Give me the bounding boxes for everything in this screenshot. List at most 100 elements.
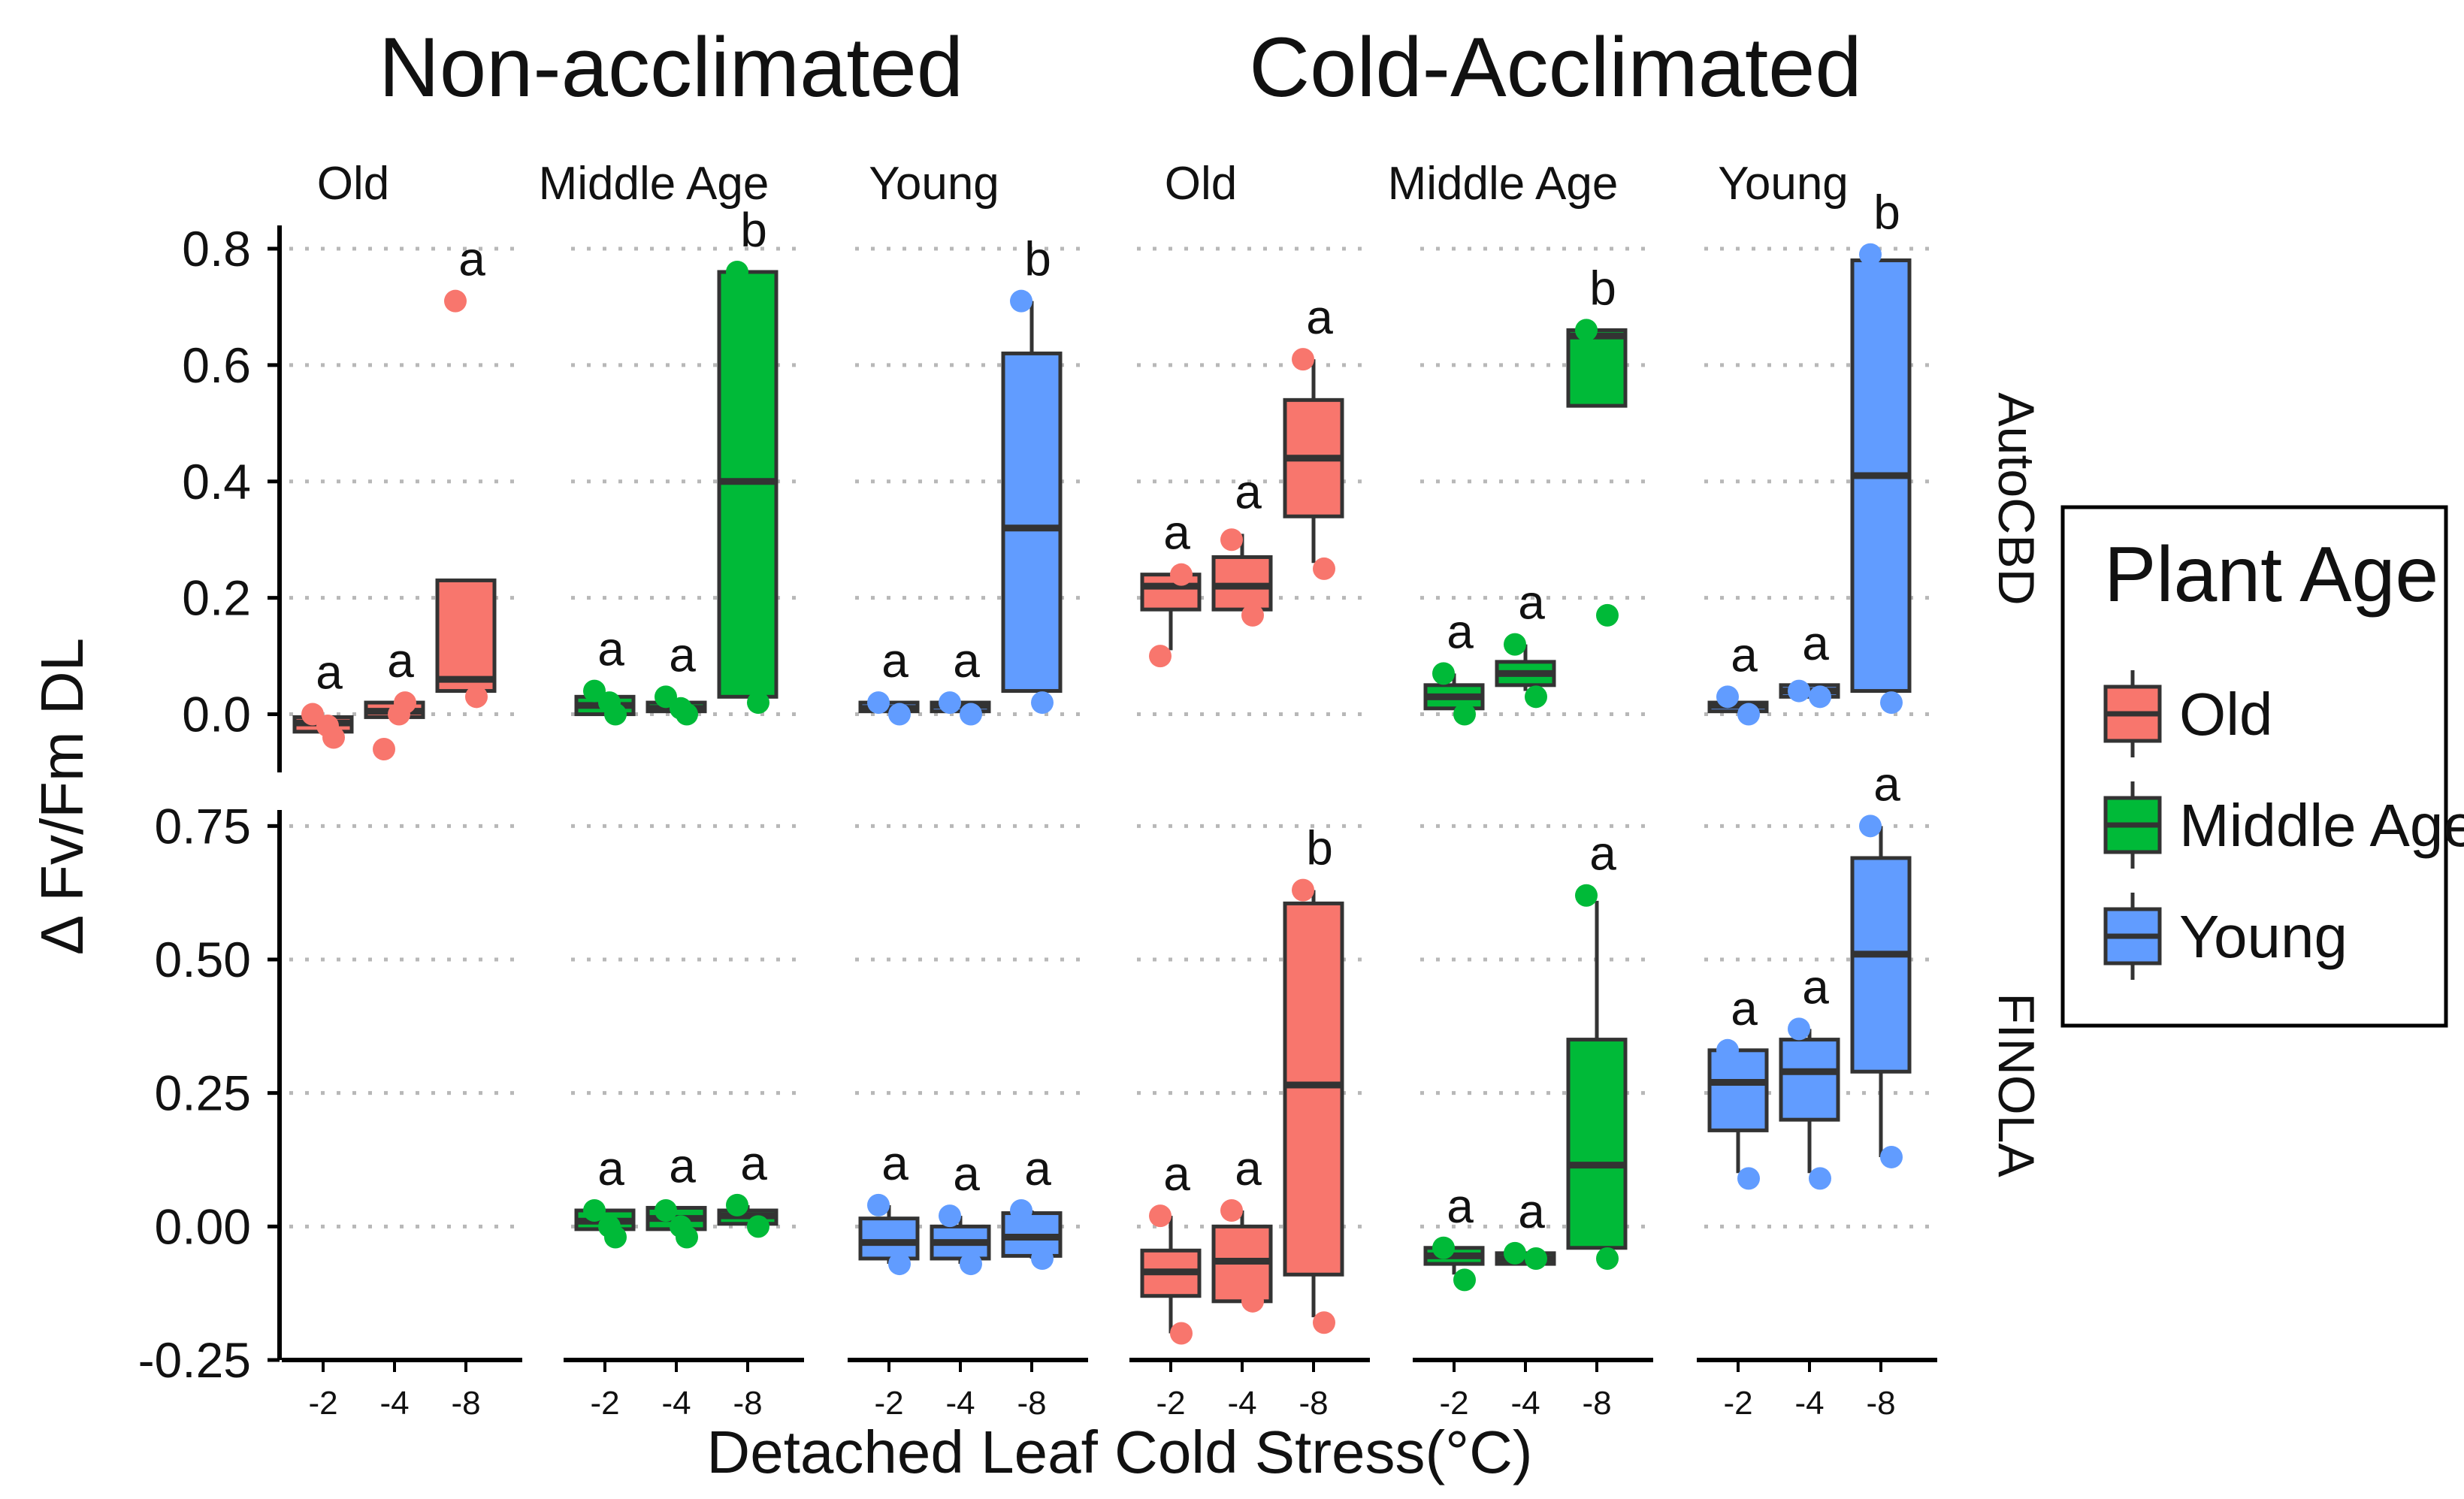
legend: Plant Age Old Middle Age Young xyxy=(2060,505,2464,1028)
y-tick-label: 0.50 xyxy=(155,932,251,987)
facet-strip-old-0: Old xyxy=(317,158,389,210)
data-point xyxy=(1788,1017,1810,1041)
data-point xyxy=(939,1204,961,1228)
title-non-acclimated: Non-acclimated xyxy=(379,20,963,114)
data-point xyxy=(1737,703,1760,726)
data-point xyxy=(960,703,982,726)
x-tick-label: -2 xyxy=(874,1385,903,1422)
x-tick-label: -2 xyxy=(308,1385,337,1422)
x-axis-title: Detached Leaf Cold Stress(°C) xyxy=(706,1419,1532,1485)
facet-strip-young-5: Young xyxy=(1718,158,1849,210)
data-point xyxy=(1010,1199,1032,1222)
significance-letter: a xyxy=(597,1141,624,1195)
significance-letter: a xyxy=(1163,506,1190,560)
significance-letter: a xyxy=(1235,1141,1262,1195)
x-tick-label: -8 xyxy=(733,1385,762,1422)
data-point xyxy=(1716,685,1739,709)
data-point xyxy=(1575,319,1598,342)
x-tick-label: -4 xyxy=(945,1385,975,1422)
box-young--2 xyxy=(858,1216,920,1261)
data-point xyxy=(960,1253,982,1276)
x-tick-label: -4 xyxy=(379,1385,409,1422)
box-middle-age--8 xyxy=(1566,328,1628,408)
data-point xyxy=(1453,703,1476,726)
row-strip-finola: FINOLA xyxy=(1988,993,2045,1177)
y-tick-label: 0.25 xyxy=(155,1065,251,1121)
facet-strip-middle-age-4: Middle Age xyxy=(1388,158,1619,210)
y-tick-label: 0.8 xyxy=(182,221,251,277)
data-point xyxy=(1809,685,1831,709)
data-point xyxy=(1292,878,1314,902)
legend-keys: Old Middle Age Young xyxy=(2103,670,2464,980)
y-axis-title: Δ Fv/Fm DL xyxy=(29,638,95,955)
data-point xyxy=(1432,662,1455,685)
row-strip-autocbd: AutoCBD xyxy=(1988,392,2045,605)
significance-letter: a xyxy=(881,633,909,688)
data-point xyxy=(444,289,467,313)
x-tick-label: -8 xyxy=(451,1385,480,1422)
x-tick-label: -2 xyxy=(590,1385,619,1422)
y-tick-label: -0.25 xyxy=(138,1332,251,1388)
data-point xyxy=(1525,685,1547,709)
significance-letter: b xyxy=(1306,821,1333,875)
significance-letter: a xyxy=(1802,616,1829,670)
y-tick-label: 0.6 xyxy=(182,337,251,393)
data-point xyxy=(1292,348,1314,371)
x-tick-label: -8 xyxy=(1299,1385,1328,1422)
box-young--8 xyxy=(1001,351,1063,694)
significance-letter: a xyxy=(669,1138,696,1192)
data-point xyxy=(1313,1311,1335,1334)
box-young--8 xyxy=(1850,856,1912,1074)
data-point xyxy=(598,691,621,715)
y-tick-label: 0.75 xyxy=(155,798,251,854)
data-point xyxy=(1031,691,1054,715)
data-point xyxy=(670,697,692,720)
significance-letter: a xyxy=(953,1147,980,1201)
legend-title: Plant Age xyxy=(2104,531,2438,618)
data-point xyxy=(465,685,488,709)
data-point xyxy=(747,1215,769,1238)
y-tick-label: 0.00 xyxy=(155,1198,251,1254)
y-tick-label: 0.2 xyxy=(182,570,251,626)
data-point xyxy=(598,1215,621,1238)
significance-letter: a xyxy=(1873,757,1900,811)
data-point xyxy=(1241,603,1264,627)
data-point xyxy=(939,691,961,715)
data-point xyxy=(316,715,339,738)
data-point xyxy=(1170,563,1193,586)
data-point xyxy=(1859,814,1882,838)
data-point xyxy=(1504,633,1526,656)
significance-letter: a xyxy=(1306,290,1333,344)
data-point xyxy=(1575,884,1598,907)
significance-letter: a xyxy=(1731,981,1758,1035)
significance-letter: a xyxy=(1518,1184,1545,1238)
data-point xyxy=(1031,1247,1054,1270)
data-point xyxy=(1737,1167,1760,1190)
x-tick-label: -2 xyxy=(1156,1385,1185,1422)
data-point xyxy=(867,1193,890,1216)
x-tick-label: -8 xyxy=(1582,1385,1611,1422)
data-point xyxy=(1149,645,1172,668)
significance-letter: a xyxy=(458,232,485,286)
significance-letter: b xyxy=(1589,261,1616,315)
y-tick-label: 0.4 xyxy=(182,454,251,509)
data-point xyxy=(1504,1241,1526,1265)
data-point xyxy=(670,1215,692,1238)
significance-letter: b xyxy=(740,203,767,257)
title-cold-acclimated: Cold-Acclimated xyxy=(1249,20,1861,114)
data-point xyxy=(1220,528,1243,552)
significance-letter: a xyxy=(1447,1179,1474,1233)
data-point xyxy=(1525,1247,1547,1270)
facet-strip-old-3: Old xyxy=(1165,158,1237,210)
data-point xyxy=(1170,1322,1193,1345)
significance-letter: a xyxy=(1163,1147,1190,1201)
data-point xyxy=(867,691,890,715)
data-point xyxy=(388,703,410,726)
significance-letter: a xyxy=(1024,1141,1051,1195)
significance-letter: a xyxy=(669,627,696,682)
significance-letter: a xyxy=(740,1136,767,1190)
x-tick-label: -8 xyxy=(1017,1385,1046,1422)
data-point xyxy=(373,738,395,761)
data-point xyxy=(1809,1167,1831,1190)
